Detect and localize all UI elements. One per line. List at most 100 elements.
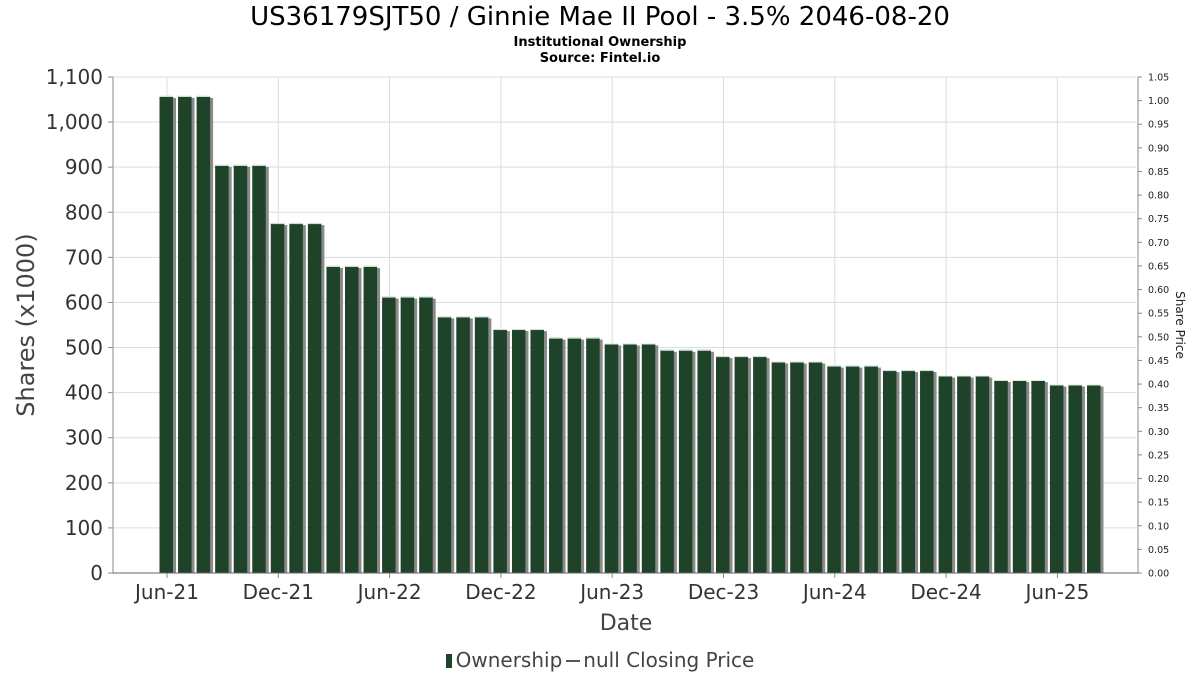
ownership-bar	[1012, 380, 1027, 573]
y2-tick-label: 0.10	[1148, 521, 1169, 532]
y2-tick-label: 0.40	[1148, 380, 1169, 391]
bars	[159, 95, 1104, 574]
y2-tick-label: 0.35	[1148, 403, 1169, 414]
ownership-bar	[1087, 384, 1101, 573]
x-tick-label: Dec-21	[243, 580, 314, 604]
legend: Ownership null Closing Price	[0, 648, 1200, 672]
ownership-bar	[938, 375, 953, 573]
y2-tick-label: 0.20	[1148, 474, 1169, 485]
y2-tick-label: 0.55	[1148, 309, 1169, 320]
y-tick-label: 500	[65, 336, 103, 360]
y-tick-label: 200	[65, 471, 103, 495]
y2-tick-label: 0.70	[1148, 238, 1169, 249]
y2-tick-label: 1.00	[1148, 96, 1169, 107]
ownership-bar	[474, 316, 489, 573]
x-tick-label: Dec-24	[910, 580, 981, 604]
y2-tick-label: 0.95	[1148, 120, 1169, 131]
ownership-bar	[363, 265, 378, 573]
ownership-bar	[252, 164, 266, 573]
legend-price: null Closing Price	[583, 648, 755, 672]
ownership-bar	[845, 365, 860, 573]
y-tick-label: 900	[65, 155, 103, 179]
ownership-bar	[716, 356, 730, 573]
y-tick-label: 1,000	[46, 110, 103, 134]
x-tick-label: Jun-22	[356, 580, 422, 604]
y-tick-label: 700	[65, 245, 103, 269]
x-tick-label: Jun-24	[801, 580, 867, 604]
ownership-bar	[864, 365, 878, 573]
ownership-bar	[289, 223, 303, 573]
x-axis-label: Date	[600, 611, 653, 636]
ownership-bar	[1049, 384, 1064, 573]
ownership-swatch	[445, 654, 452, 668]
ownership-bar	[437, 316, 452, 573]
ownership-bar	[530, 329, 544, 573]
y2-tick-label: 0.50	[1148, 332, 1169, 343]
ownership-bar	[678, 349, 693, 573]
ownership-bar	[604, 343, 619, 573]
ownership-bar	[233, 164, 248, 573]
ownership-bar	[382, 296, 396, 573]
y2-tick-label: 0.00	[1148, 569, 1169, 580]
ownership-bar	[790, 361, 804, 573]
ownership-bar	[307, 223, 322, 573]
axes: 0 100 200 300 400 500 600 700 800 900 1,000 1,100 0.…	[46, 65, 1169, 604]
ownership-bar	[753, 356, 767, 573]
x-tick-label: Jun-23	[578, 580, 644, 604]
ownership-bar	[178, 95, 192, 574]
ownership-bar	[159, 95, 173, 574]
y-tick-label: 1,100	[46, 65, 103, 89]
legend-ownership: Ownership	[455, 648, 563, 672]
y-tick-label: 0	[90, 561, 103, 585]
ownership-bar	[697, 349, 711, 573]
ownership-bar	[901, 370, 915, 573]
y-tick-label: 300	[65, 426, 103, 450]
ownership-bar	[400, 296, 415, 573]
x-tick-label: Dec-22	[465, 580, 536, 604]
chart-source: Source: Fintel.io	[539, 51, 661, 66]
ownership-bar	[975, 375, 990, 573]
y2-tick-label: 0.75	[1148, 214, 1169, 225]
ownership-bar	[270, 223, 285, 573]
ownership-bar	[456, 316, 470, 573]
x-tick-label: Jun-25	[1023, 580, 1089, 604]
y2-tick-label: 0.15	[1148, 498, 1169, 509]
y2-tick-label: 1.05	[1148, 73, 1169, 84]
ownership-bar	[641, 343, 656, 573]
chart-title: US36179SJT50 / Ginnie Mae II Pool - 3.5%…	[250, 2, 950, 32]
y-tick-label: 800	[65, 200, 103, 224]
ownership-bar	[920, 370, 934, 573]
ownership-bar	[567, 337, 582, 573]
x-tick-label: Dec-23	[688, 580, 759, 604]
ownership-bar	[808, 361, 823, 573]
ownership-bar	[215, 164, 229, 573]
y2-tick-label: 0.90	[1148, 143, 1169, 154]
y2-tick-label: 0.80	[1148, 191, 1169, 202]
ownership-bar	[493, 329, 507, 573]
y2-tick-label: 0.25	[1148, 450, 1169, 461]
y-axis-label: Shares (x1000)	[12, 233, 40, 416]
ownership-bar	[660, 349, 674, 573]
ownership-bar	[1068, 384, 1082, 573]
ownership-bar	[1031, 380, 1045, 573]
y-tick-label: 600	[65, 290, 103, 314]
chart-subtitle: Institutional Ownership	[513, 35, 687, 50]
y2-tick-label: 0.60	[1148, 285, 1169, 296]
y2-tick-label: 0.45	[1148, 356, 1169, 367]
y-tick-label: 100	[65, 516, 103, 540]
ownership-bar	[734, 356, 749, 573]
price-line-swatch	[566, 660, 581, 662]
x-tick-label: Jun-21	[133, 580, 199, 604]
ownership-bar	[345, 265, 359, 573]
y2-tick-label: 0.85	[1148, 167, 1169, 178]
ownership-bar	[623, 343, 637, 573]
ownership-bar	[994, 380, 1008, 573]
y-tick-label: 400	[65, 381, 103, 405]
ownership-bar	[196, 95, 211, 574]
ownership-bar	[419, 296, 433, 573]
y2-tick-label: 0.05	[1148, 545, 1169, 556]
ownership-bar	[882, 370, 897, 573]
ownership-bar	[827, 365, 841, 573]
ownership-bar	[549, 337, 563, 573]
ownership-bar	[586, 337, 600, 573]
